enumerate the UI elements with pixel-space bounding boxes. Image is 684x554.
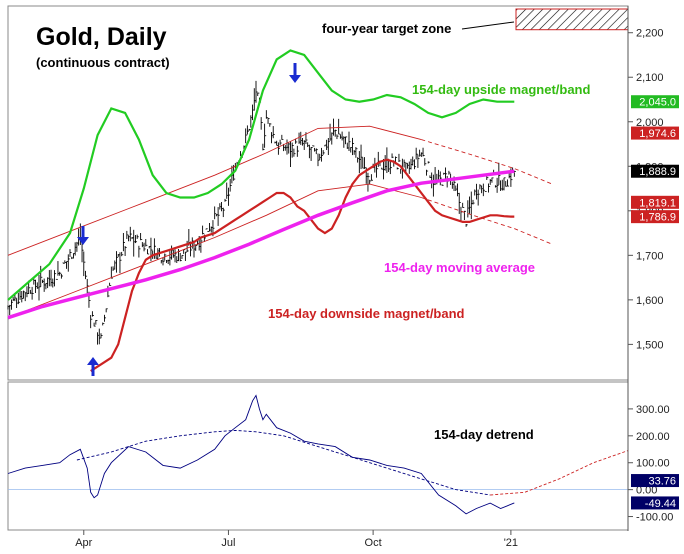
downside-band-label: 154-day downside magnet/band [268, 306, 465, 321]
detrend-tick-label: 100.00 [636, 458, 670, 470]
detrend-line [7, 394, 515, 515]
upper-channel-line [7, 125, 422, 256]
detrend-cycle-line [76, 429, 491, 496]
detrend-badge: -49.44 [631, 496, 679, 510]
detrend-badge: 33.76 [631, 474, 679, 488]
lower-channel-line [7, 183, 422, 319]
upside-magnet-line [7, 49, 515, 301]
x-tick-label: Jul [221, 537, 235, 549]
price-badge-text: 1,974.6 [639, 128, 676, 140]
price-badge-text: 1,888.9 [639, 166, 676, 178]
price-badge: 1,974.6 [631, 126, 679, 140]
chart-subtitle: (continuous contract) [36, 55, 170, 70]
target-zone-label: four-year target zone [322, 21, 451, 36]
upside-band-label: 154-day upside magnet/band [412, 82, 590, 97]
price-badge-text: 1,819.1 [639, 197, 676, 209]
chart-title: Gold, Daily [36, 23, 167, 51]
detrend-tick-label: 300.00 [636, 404, 670, 416]
price-badge: 1,786.9 [631, 210, 679, 224]
price-badge: 1,888.9 [631, 164, 679, 178]
detrend-tick-label: -100.00 [636, 512, 673, 524]
detrend-tick-label: 200.00 [636, 431, 670, 443]
downside-magnet-line [90, 158, 515, 373]
down-arrow-icon [77, 226, 89, 245]
price-badge-text: 1,786.9 [639, 212, 676, 224]
up-arrow-icon [87, 357, 99, 376]
y-tick-label: 2,100 [636, 72, 664, 84]
detrend-title: 154-day detrend [434, 427, 534, 442]
detrend-badge-text: 33.76 [648, 476, 676, 488]
detrend-badge-text: -49.44 [645, 498, 676, 510]
y-tick-label: 1,700 [636, 250, 664, 262]
price-badge: 2,045.0 [631, 95, 679, 109]
x-tick-label: Apr [75, 537, 92, 549]
y-tick-label: 1,600 [636, 295, 664, 307]
y-tick-label: 2,200 [636, 28, 664, 40]
y-tick-label: 1,500 [636, 339, 664, 351]
price-badge-text: 2,045.0 [639, 97, 676, 109]
target-zone-pointer [461, 21, 515, 30]
y-tick-label: 2,000 [636, 117, 664, 129]
moving-average-label: 154-day moving average [384, 260, 535, 275]
down-arrow-icon [289, 63, 301, 83]
target-zone-box [515, 8, 629, 31]
x-tick-label: '21 [504, 537, 518, 549]
price-badge: 1,819.1 [631, 195, 679, 209]
detrend-cycle-projection [490, 450, 629, 496]
moving-average-line [7, 169, 515, 320]
detrend-tick-label: 0.00 [636, 485, 657, 497]
x-tick-label: Oct [365, 537, 382, 549]
